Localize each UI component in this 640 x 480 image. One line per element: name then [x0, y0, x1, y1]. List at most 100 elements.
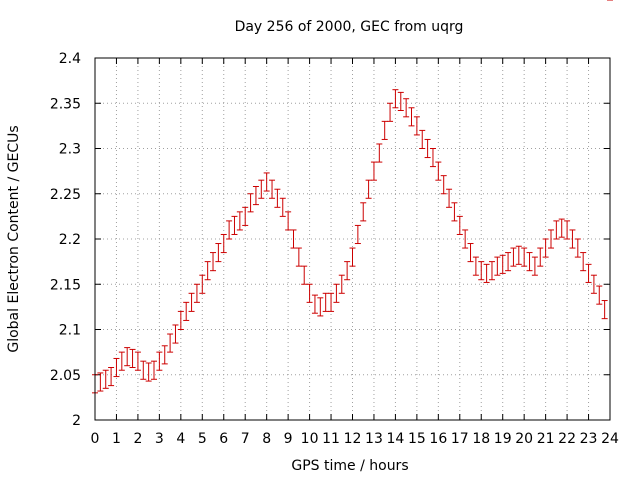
error-bar-point	[488, 261, 495, 281]
error-bar-point	[505, 252, 512, 272]
error-bar-point	[419, 129, 426, 149]
error-bar-point	[564, 220, 571, 240]
grid-layer	[95, 58, 610, 420]
x-tick-label: 16	[429, 431, 447, 447]
error-bar-point	[97, 372, 104, 392]
error-bar-point	[145, 362, 152, 382]
error-bar-point	[124, 347, 131, 367]
error-bar-point	[542, 238, 549, 258]
x-tick-label: 7	[241, 431, 250, 447]
error-bar-point	[151, 360, 158, 380]
error-bar-point	[252, 186, 259, 206]
y-tick-label: 2	[72, 413, 81, 429]
error-bar-point	[462, 229, 469, 249]
error-bar-point	[295, 247, 302, 267]
error-bar-point	[472, 256, 479, 276]
error-bar-point	[204, 261, 211, 281]
error-bar-point	[134, 351, 141, 371]
error-bar-point	[381, 120, 388, 140]
error-bar-point	[596, 285, 603, 305]
error-bar-point	[360, 202, 367, 222]
y-tick-label: 2.4	[59, 51, 81, 67]
error-bar-point	[392, 89, 399, 109]
error-bar-point	[483, 263, 490, 283]
y-tick-label: 2.3	[59, 142, 81, 158]
x-tick-label: 10	[301, 431, 319, 447]
y-tick-label: 2.35	[50, 96, 81, 112]
x-tick-label: 12	[344, 431, 362, 447]
x-tick-label: 1	[112, 431, 121, 447]
error-bar-point	[290, 229, 297, 249]
x-axis-label: GPS time / hours	[291, 458, 408, 474]
error-bar-point	[558, 218, 565, 238]
ticks-layer	[94, 57, 611, 421]
error-bar-point	[306, 283, 313, 303]
error-bar-point	[102, 369, 109, 389]
error-bar-point	[333, 283, 340, 303]
x-tick-label: 4	[176, 431, 185, 447]
error-bar-point	[161, 345, 168, 365]
error-bar-point	[397, 91, 404, 111]
error-bar-point	[403, 98, 410, 118]
error-bar-point	[215, 243, 222, 263]
x-tick-label: 22	[558, 431, 576, 447]
x-tick-label: 13	[365, 431, 383, 447]
error-bar-point	[574, 238, 581, 258]
error-bar-point	[279, 197, 286, 217]
error-bar-point	[322, 292, 329, 312]
error-bar-point	[188, 292, 195, 312]
x-tick-label: 21	[537, 431, 555, 447]
error-bar-point	[344, 261, 351, 281]
y-tick-label: 2.05	[50, 368, 81, 384]
error-bar-point	[467, 243, 474, 263]
error-bar-point	[601, 300, 608, 320]
y-tick-label: 2.2	[59, 232, 81, 248]
error-bar-point	[199, 274, 206, 294]
error-bar-point	[177, 310, 184, 330]
error-bar-point	[580, 252, 587, 272]
error-bar-point	[590, 274, 597, 294]
x-tick-label: 2	[133, 431, 142, 447]
x-tick-label: 19	[494, 431, 512, 447]
x-tick-label: 11	[322, 431, 340, 447]
error-bar-point	[274, 188, 281, 208]
error-bar-point	[365, 179, 372, 199]
y-axis-label: Global Electron Content / GECUs	[6, 125, 22, 352]
error-bar-point	[108, 367, 115, 387]
data-layer	[92, 0, 613, 394]
error-bar-point	[526, 252, 533, 272]
error-bar-point	[424, 138, 431, 159]
error-bar-point	[521, 247, 528, 267]
error-bar-point	[510, 247, 517, 267]
error-bar-point	[210, 252, 217, 272]
y-tick-label: 2.25	[50, 187, 81, 203]
error-bar-point	[328, 292, 335, 312]
x-tick-label: 9	[284, 431, 293, 447]
error-bar-point	[247, 193, 254, 213]
y-tick-label: 2.15	[50, 277, 81, 293]
error-bar-point	[301, 265, 308, 285]
error-bar-point	[311, 294, 318, 314]
chart-title: Day 256 of 2000, GEC from uqrg	[235, 19, 464, 35]
error-bar-point	[258, 179, 265, 199]
error-bar-point	[183, 301, 190, 321]
x-tick-label: 20	[515, 431, 533, 447]
error-bar-point	[285, 211, 292, 231]
x-tick-label: 0	[91, 431, 100, 447]
error-bar-point	[242, 206, 249, 226]
error-bar-point	[451, 202, 458, 222]
x-tick-label: 5	[198, 431, 207, 447]
x-tick-label: 14	[387, 431, 405, 447]
x-tick-label: 18	[472, 431, 490, 447]
error-bar-point	[515, 245, 522, 265]
error-bar-point	[140, 360, 147, 380]
error-bar-point	[547, 229, 554, 249]
x-tick-label: 3	[155, 431, 164, 447]
error-bar-point	[456, 215, 463, 235]
error-bar-point	[226, 220, 233, 240]
plot-frame	[94, 57, 611, 421]
error-bar-point	[440, 175, 447, 195]
error-bar-point	[478, 261, 485, 281]
x-tick-label: 24	[601, 431, 619, 447]
error-bar-point	[435, 161, 442, 181]
